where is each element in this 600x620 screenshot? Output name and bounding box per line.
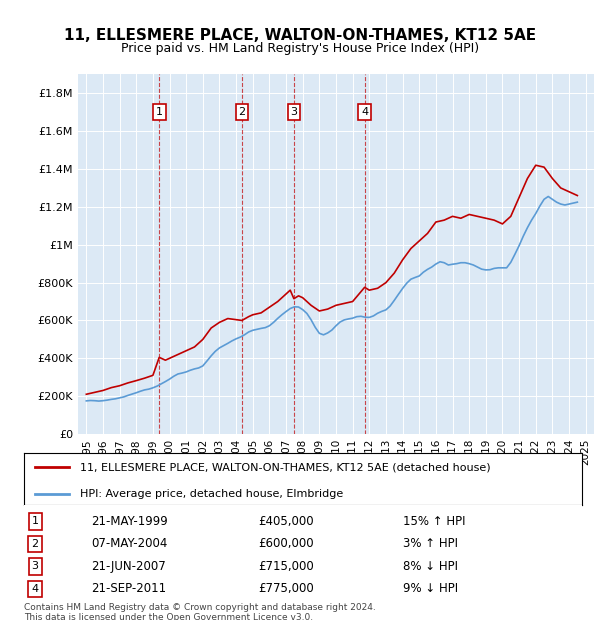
Text: 1: 1 — [156, 107, 163, 117]
Text: 3% ↑ HPI: 3% ↑ HPI — [403, 538, 458, 551]
Text: 11, ELLESMERE PLACE, WALTON-ON-THAMES, KT12 5AE: 11, ELLESMERE PLACE, WALTON-ON-THAMES, K… — [64, 28, 536, 43]
Text: 2: 2 — [238, 107, 245, 117]
Text: 07-MAY-2004: 07-MAY-2004 — [91, 538, 167, 551]
Text: £405,000: £405,000 — [259, 515, 314, 528]
Text: £715,000: £715,000 — [259, 560, 314, 573]
Text: 2: 2 — [32, 539, 39, 549]
Text: This data is licensed under the Open Government Licence v3.0.: This data is licensed under the Open Gov… — [24, 613, 313, 620]
Text: Price paid vs. HM Land Registry's House Price Index (HPI): Price paid vs. HM Land Registry's House … — [121, 42, 479, 55]
Text: 9% ↓ HPI: 9% ↓ HPI — [403, 582, 458, 595]
Text: 21-SEP-2011: 21-SEP-2011 — [91, 582, 166, 595]
Text: 21-JUN-2007: 21-JUN-2007 — [91, 560, 166, 573]
Text: Contains HM Land Registry data © Crown copyright and database right 2024.: Contains HM Land Registry data © Crown c… — [24, 603, 376, 612]
Text: 8% ↓ HPI: 8% ↓ HPI — [403, 560, 458, 573]
Text: £600,000: £600,000 — [259, 538, 314, 551]
Text: 4: 4 — [361, 107, 368, 117]
Text: 3: 3 — [32, 562, 38, 572]
Text: 4: 4 — [32, 584, 39, 594]
Text: 11, ELLESMERE PLACE, WALTON-ON-THAMES, KT12 5AE (detached house): 11, ELLESMERE PLACE, WALTON-ON-THAMES, K… — [80, 463, 490, 472]
Text: 21-MAY-1999: 21-MAY-1999 — [91, 515, 168, 528]
Text: 3: 3 — [290, 107, 298, 117]
Text: 15% ↑ HPI: 15% ↑ HPI — [403, 515, 466, 528]
Text: £775,000: £775,000 — [259, 582, 314, 595]
Text: HPI: Average price, detached house, Elmbridge: HPI: Average price, detached house, Elmb… — [80, 489, 343, 498]
Text: 1: 1 — [32, 516, 38, 526]
